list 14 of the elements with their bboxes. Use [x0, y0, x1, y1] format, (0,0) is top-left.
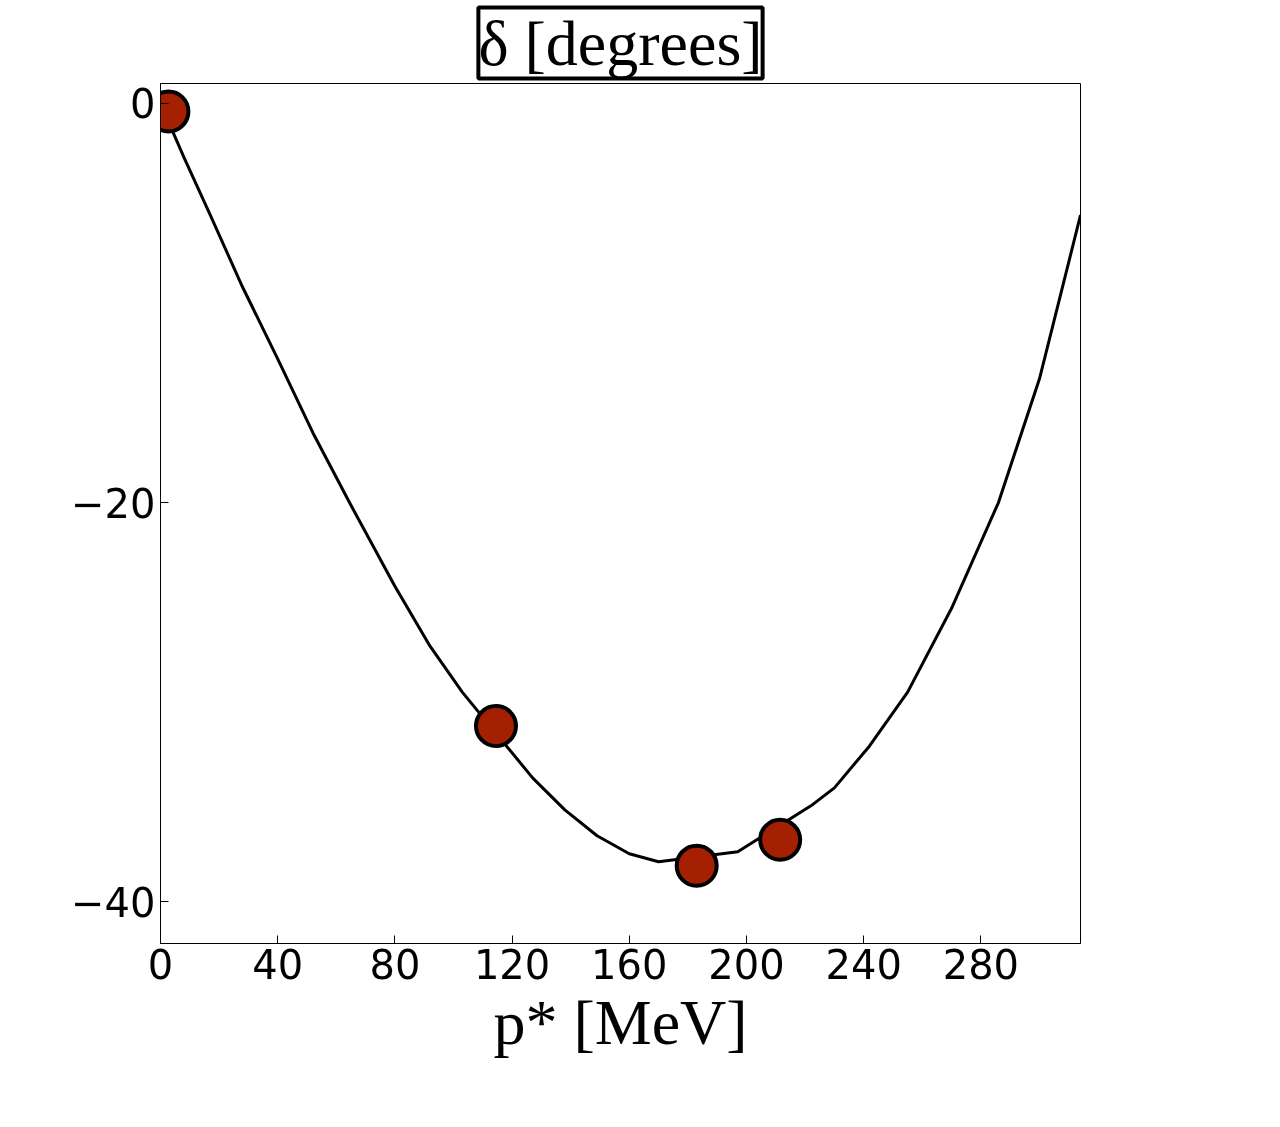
point [674, 843, 719, 888]
x-tick-label: 40 [252, 941, 304, 988]
y-tick-label: −40 [71, 879, 156, 926]
x-tick-label: 80 [369, 941, 421, 988]
y-tick-label: 0 [130, 81, 156, 128]
x-tick-label: 280 [942, 941, 1020, 988]
x-tick-label: 240 [825, 941, 902, 988]
x-tick-label: 160 [591, 941, 668, 988]
x-tick-label: 120 [473, 941, 551, 988]
x-axis-title: p* [MeV] [493, 986, 748, 1058]
y-tick-label: −20 [71, 480, 156, 527]
x-tick-label: 200 [708, 941, 785, 988]
y-axis-title: δ [degrees] [478, 7, 763, 79]
point [758, 817, 803, 862]
